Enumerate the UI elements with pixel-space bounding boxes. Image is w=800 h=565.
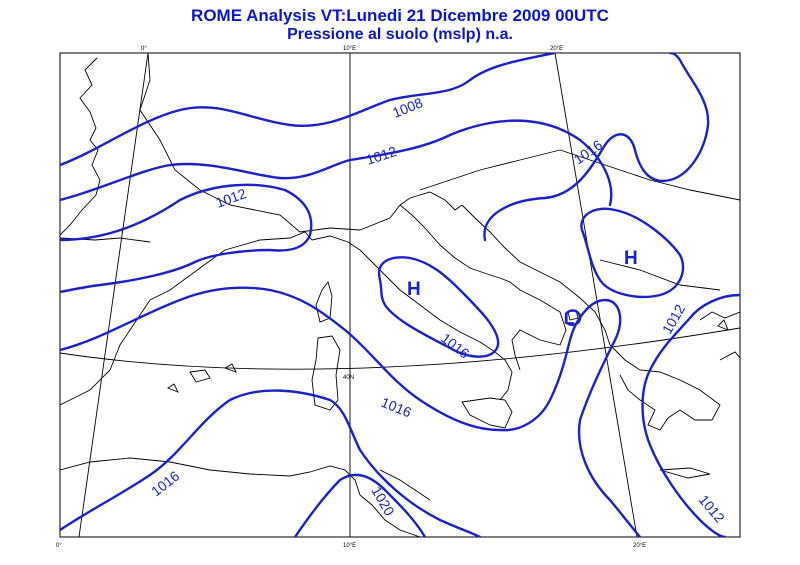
high-pressure-label-east: H bbox=[624, 248, 638, 269]
lon-label-top-20e: 20°E bbox=[550, 46, 563, 52]
coast-crete bbox=[659, 467, 711, 479]
isobars bbox=[60, 53, 740, 537]
isobar-1016-east bbox=[483, 53, 710, 242]
map-subtitle: Pressione al suolo (mslp) n.a. bbox=[287, 26, 513, 43]
parallel-40n bbox=[60, 327, 740, 370]
low-pressure-label: L bbox=[564, 309, 574, 328]
coast-sicily bbox=[461, 397, 513, 429]
coast-island bbox=[717, 319, 729, 331]
coast-sardinia bbox=[311, 335, 341, 411]
coastlines bbox=[60, 53, 740, 537]
coast-greece bbox=[609, 344, 721, 431]
border-alps bbox=[299, 204, 401, 233]
isobar-1008 bbox=[60, 53, 557, 167]
coast-spain-east bbox=[60, 299, 151, 406]
isobar-1020-south bbox=[293, 473, 427, 537]
coast-italy-west bbox=[359, 249, 513, 401]
isobar-1012-north bbox=[60, 119, 613, 207]
isobar-1016-central bbox=[60, 286, 642, 537]
isobar-1016-south bbox=[60, 389, 482, 537]
lon-label-bottom-20e: 20°E bbox=[633, 543, 646, 549]
border-france bbox=[139, 53, 301, 233]
border-libya bbox=[379, 469, 431, 501]
coast-italy-east bbox=[399, 204, 567, 371]
isobar-1012-east bbox=[641, 293, 740, 537]
meridian-0 bbox=[78, 53, 149, 537]
lat-label-40n: 40N bbox=[343, 375, 354, 381]
map-title: ROME Analysis VT:Lunedi 21 Dicembre 2009… bbox=[191, 6, 609, 25]
coast-north-africa bbox=[60, 457, 361, 496]
coast-tunisia bbox=[359, 494, 421, 537]
isobar-1016-italy-high bbox=[377, 256, 500, 358]
coast-aegean bbox=[699, 311, 740, 361]
isobar-1012-lion bbox=[60, 183, 313, 294]
lon-label-bottom-0: 0° bbox=[56, 543, 62, 549]
lon-label-bottom-10e: 10°E bbox=[343, 543, 356, 549]
coast-france-west bbox=[60, 57, 101, 236]
border-hungary bbox=[559, 149, 740, 201]
lon-label-top-0: 0° bbox=[141, 46, 147, 52]
border-austria bbox=[419, 149, 561, 191]
coast-gulf-of-lion bbox=[149, 231, 361, 301]
border-balkans bbox=[599, 259, 721, 291]
coast-balearics bbox=[167, 363, 237, 393]
high-pressure-label-italy: H bbox=[407, 279, 421, 300]
isobar-small-low bbox=[564, 309, 582, 326]
coast-venice bbox=[399, 191, 463, 211]
lon-label-top-10e: 10°E bbox=[343, 46, 356, 52]
isobar-1020-east-high bbox=[580, 207, 685, 299]
